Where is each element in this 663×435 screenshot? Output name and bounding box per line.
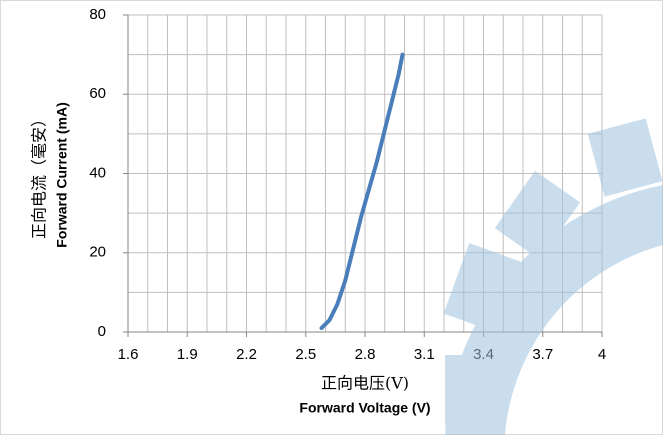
y-tick-label: 40 — [89, 164, 106, 181]
x-tick-label: 2.5 — [295, 346, 316, 363]
y-axis-label-cn: 正向电流（毫安） — [30, 111, 49, 239]
x-tick-label: 1.9 — [177, 346, 198, 363]
x-tick-label: 1.6 — [118, 346, 139, 363]
x-tick-label: 2.8 — [355, 346, 376, 363]
x-axis-label-cn: 正向电压(V) — [321, 374, 409, 393]
x-tick-label: 4 — [598, 346, 606, 363]
x-tick-label: 3.4 — [473, 346, 494, 363]
x-tick-label: 3.1 — [414, 346, 435, 363]
y-tick-label: 20 — [89, 244, 106, 261]
x-tick-label: 2.2 — [236, 346, 257, 363]
x-tick-label: 3.7 — [532, 346, 553, 363]
data-line — [319, 52, 405, 331]
y-tick-label: 80 — [89, 6, 106, 23]
y-tick-label: 60 — [89, 85, 106, 102]
x-axis-label: Forward Voltage (V) — [299, 400, 430, 416]
y-axis-label: Forward Current (mA) — [54, 102, 70, 247]
y-tick-label: 0 — [98, 323, 106, 340]
